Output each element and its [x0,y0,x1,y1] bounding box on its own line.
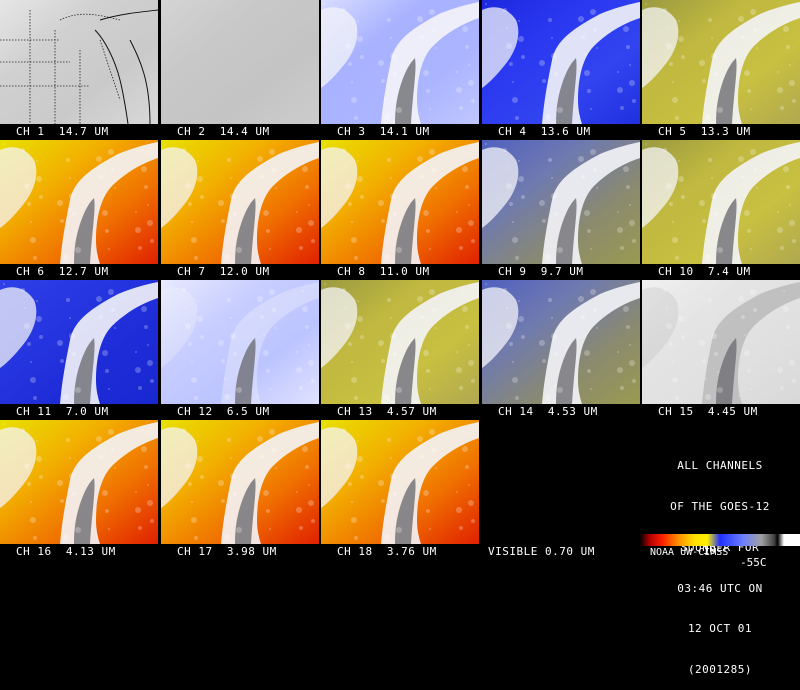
channel-panel [482,280,640,404]
channel-label: CH 18 3.76 UM [337,545,437,558]
credit-text: NOAA UW-CIMSS [650,547,729,558]
satellite-image [0,420,158,544]
satellite-image [642,280,800,404]
satellite-image [482,280,640,404]
satellite-image [482,420,640,544]
channel-panel [642,0,800,124]
channel-panel [482,140,640,264]
info-line: (2001285) [687,663,753,677]
channel-panel [161,0,319,124]
channel-label: CH 17 3.98 UM [177,545,277,558]
channel-label: CH 12 6.5 UM [177,405,270,418]
channel-label: CH 8 11.0 UM [337,265,430,278]
channel-label: CH 11 7.0 UM [16,405,109,418]
channel-label: CH 1 14.7 UM [16,125,109,138]
channel-panel [161,420,319,544]
satellite-image [0,0,158,124]
channel-label: CH 9 9.7 UM [498,265,584,278]
channel-label: CH 10 7.4 UM [658,265,751,278]
satellite-image [321,140,479,264]
info-line: 03:46 UTC ON [677,581,763,595]
satellite-image [161,0,319,124]
temperature-colorbar [640,534,800,546]
satellite-image [482,0,640,124]
channel-panel [0,280,158,404]
channel-panel [321,420,479,544]
channel-panel [0,420,158,544]
channel-label: CH 2 14.4 UM [177,125,270,138]
channel-panel [482,420,640,544]
satellite-image [161,140,319,264]
channel-panel [482,0,640,124]
channel-label: CH 3 14.1 UM [337,125,430,138]
channel-panel [0,0,158,124]
channel-label: CH 14 4.53 UM [498,405,598,418]
channel-panel [0,140,158,264]
satellite-image [321,280,479,404]
channel-label: CH 13 4.57 UM [337,405,437,418]
channel-panel [321,280,479,404]
info-line: 12 OCT 01 [687,622,753,636]
channel-label: CH 5 13.3 UM [658,125,751,138]
channel-panel [642,280,800,404]
scale-label-minus55: -55C [740,556,767,569]
channel-label: CH 4 13.6 UM [498,125,591,138]
satellite-image [321,0,479,124]
satellite-image [642,0,800,124]
channel-label: CH 6 12.7 UM [16,265,109,278]
channel-panel [321,0,479,124]
channel-panel [161,140,319,264]
satellite-image [642,140,800,264]
satellite-image [161,420,319,544]
info-line: ALL CHANNELS [677,459,763,473]
satellite-image [0,280,158,404]
info-line: OF THE GOES-12 [670,499,770,513]
channel-label: CH 15 4.45 UM [658,405,758,418]
satellite-image [0,140,158,264]
channel-label: CH 16 4.13 UM [16,545,116,558]
satellite-image [482,140,640,264]
satellite-image [321,420,479,544]
channel-panel [642,140,800,264]
scale-label-minus10: -10 [696,544,716,557]
channel-label: CH 7 12.0 UM [177,265,270,278]
channel-label: VISIBLE 0.70 UM [488,545,595,558]
channel-panel [161,280,319,404]
channel-panel [321,140,479,264]
satellite-image [161,280,319,404]
